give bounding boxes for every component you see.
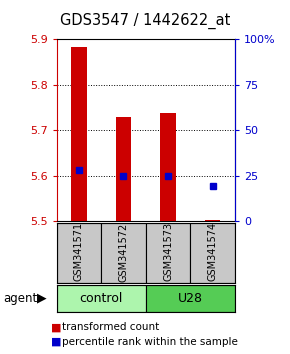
Bar (146, 223, 190, 283)
Text: GSM341571: GSM341571 (74, 222, 84, 281)
Text: U28: U28 (178, 292, 203, 305)
Text: percentile rank within the sample: percentile rank within the sample (62, 337, 238, 347)
Text: agent: agent (3, 292, 37, 305)
Bar (57, 285, 146, 312)
Bar (146, 285, 235, 312)
Bar (57, 223, 101, 283)
Text: GSM341573: GSM341573 (163, 222, 173, 281)
Bar (71, 47, 87, 221)
Text: ▶: ▶ (37, 292, 47, 305)
Text: control: control (79, 292, 123, 305)
Bar (160, 113, 176, 221)
Bar (190, 223, 235, 283)
Text: GSM341572: GSM341572 (118, 222, 128, 281)
Text: GDS3547 / 1442622_at: GDS3547 / 1442622_at (60, 12, 230, 29)
Text: ■: ■ (51, 337, 61, 347)
Bar (205, 220, 220, 221)
Bar (101, 223, 146, 283)
Text: transformed count: transformed count (62, 322, 160, 332)
Text: ■: ■ (51, 322, 61, 332)
Text: GSM341574: GSM341574 (208, 222, 218, 281)
Bar (116, 117, 131, 221)
